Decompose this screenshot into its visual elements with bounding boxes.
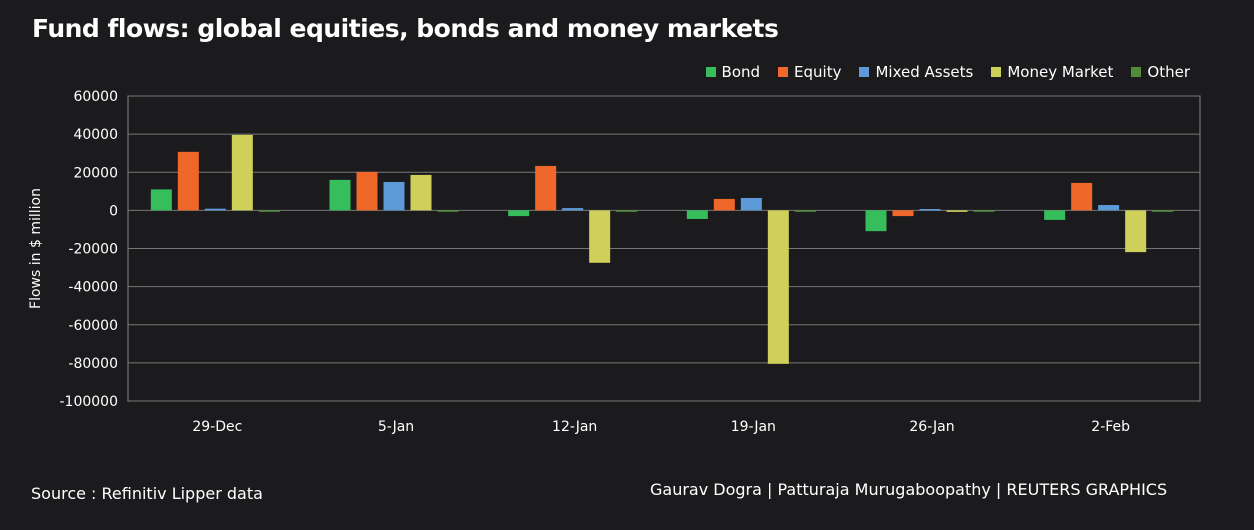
bar-equity	[356, 171, 378, 211]
bar-mixed-assets	[204, 208, 226, 211]
legend-item: Bond	[705, 63, 761, 81]
legend-swatch	[1131, 67, 1142, 77]
bar-other	[1152, 210, 1174, 212]
y-tick-label: 60000	[73, 89, 118, 105]
x-tick-label: 2-Feb	[1091, 419, 1130, 435]
legend-swatch	[991, 67, 1002, 77]
y-axis-label: Flows in $ million	[28, 188, 44, 309]
bar-money-market	[1125, 210, 1147, 253]
bar-money-market	[767, 210, 789, 364]
x-tick-label: 5-Jan	[378, 419, 414, 435]
bar-equity	[535, 165, 557, 211]
bar-mixed-assets	[1098, 205, 1120, 211]
y-tick-label: -40000	[68, 280, 118, 296]
x-tick-label: 26-Jan	[909, 419, 954, 435]
y-tick-label: -20000	[68, 242, 118, 258]
credit-line: Gaurav Dogra | Patturaja Murugaboopathy …	[650, 480, 1168, 499]
x-tick-label: 19-Jan	[731, 419, 776, 435]
x-tick-label: 12-Jan	[552, 419, 597, 435]
chart-title: Fund flows: global equities, bonds and m…	[32, 14, 779, 43]
x-tick-label: 29-Dec	[192, 419, 242, 435]
bar-bond	[150, 189, 172, 211]
legend-item: Money Market	[991, 63, 1113, 81]
bar-other	[616, 210, 638, 212]
bar-bond	[329, 179, 351, 211]
legend-label: Other	[1147, 63, 1190, 81]
bar-money-market	[231, 134, 253, 211]
legend-item: Mixed Assets	[859, 63, 973, 81]
legend-label: Bond	[721, 63, 761, 81]
bar-equity	[177, 151, 199, 211]
legend-item: Other	[1131, 63, 1190, 81]
bar-bond	[865, 210, 887, 232]
bar-other	[973, 210, 995, 212]
y-tick-label: 20000	[73, 165, 118, 181]
y-tick-label: 0	[109, 203, 118, 219]
bar-equity	[713, 198, 735, 211]
bar-mixed-assets	[562, 208, 584, 211]
legend-item: Equity	[778, 63, 841, 81]
bar-bond	[1044, 210, 1066, 220]
legend-swatch	[778, 67, 789, 77]
legend-label: Money Market	[1007, 63, 1114, 81]
bar-equity	[1071, 182, 1093, 211]
legend-swatch	[859, 67, 870, 77]
source-note: Source : Refinitiv Lipper data	[31, 484, 263, 503]
bar-equity	[892, 210, 914, 217]
bar-money-market	[946, 210, 968, 212]
y-tick-label: 40000	[73, 127, 118, 143]
bar-bond	[508, 210, 530, 217]
y-tick-label: -100000	[60, 394, 119, 410]
bar-money-market	[589, 210, 611, 263]
y-tick-label: -60000	[68, 318, 118, 334]
bar-money-market	[410, 174, 432, 211]
bar-other	[794, 210, 816, 212]
bar-mixed-assets	[919, 209, 941, 211]
legend-swatch	[705, 67, 716, 77]
bar-mixed-assets	[383, 181, 405, 211]
legend-label: Equity	[794, 63, 842, 81]
bar-mixed-assets	[740, 197, 762, 211]
bar-other	[437, 210, 459, 212]
bar-bond	[686, 210, 708, 219]
legend: Bond Equity Mixed Assets Money Market Other	[705, 63, 1190, 81]
legend-label: Mixed Assets	[875, 63, 974, 81]
y-tick-label: -80000	[68, 356, 118, 372]
bar-other	[258, 210, 280, 212]
